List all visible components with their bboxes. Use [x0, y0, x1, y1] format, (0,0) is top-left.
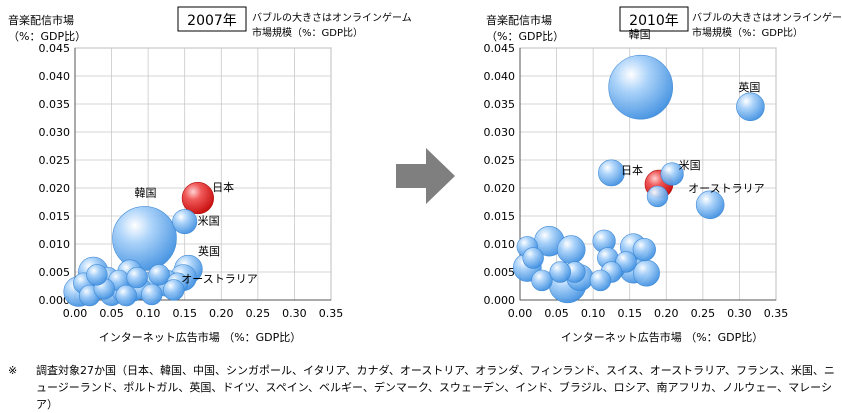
x-tick-label: 0.25	[691, 307, 716, 320]
data-label: 韓国	[629, 28, 651, 41]
x-tick-label: 0.00	[63, 307, 88, 320]
bubble	[550, 262, 571, 283]
bubble	[633, 260, 659, 286]
y-axis-label-line1: 音楽配信市場	[8, 13, 74, 27]
bubble-note-line2: 市場規模（%：GDP比）	[692, 26, 803, 39]
bubble-note-line2: 市場規模（%：GDP比）	[252, 26, 363, 39]
y-tick-label: 0.020	[39, 182, 71, 195]
x-tick-label: 0.15	[172, 307, 197, 320]
y-tick-label: 0.010	[484, 238, 516, 251]
x-tick-label: 0.00	[508, 307, 533, 320]
y-tick-label: 0.005	[39, 266, 71, 279]
y-tick-label: 0.030	[39, 126, 71, 139]
x-tick-label: 0.10	[581, 307, 606, 320]
data-label: 米国	[679, 159, 701, 172]
bubble	[127, 267, 148, 288]
y-tick-label: 0.040	[484, 70, 516, 83]
y-tick-label: 0.045	[484, 42, 516, 55]
bubble-note-line1: バブルの大きさはオンラインゲーム	[692, 11, 842, 24]
data-label: 英国	[198, 244, 220, 258]
y-tick-label: 0.040	[39, 70, 71, 83]
bubble	[149, 264, 170, 285]
plot-frame	[75, 48, 331, 300]
bubble	[173, 209, 197, 233]
bubble	[523, 248, 544, 269]
figure: 音楽配信市場 （%：GDP比） 2007年 バブルの大きさはオンラインゲーム 市…	[0, 0, 842, 401]
bubble	[647, 186, 668, 207]
bubble-note-line1: バブルの大きさはオンラインゲーム	[252, 11, 412, 24]
y-tick-label: 0.025	[484, 154, 516, 167]
y-tick-label: 0.035	[484, 98, 516, 111]
data-label: 日本	[621, 163, 643, 177]
chart-2007: 音楽配信市場 （%：GDP比） 2007年 バブルの大きさはオンラインゲーム 市…	[8, 7, 412, 344]
x-tick-label: 0.30	[282, 307, 307, 320]
bubble	[87, 264, 108, 285]
x-tick-label: 0.30	[727, 307, 752, 320]
x-tick-label: 0.20	[654, 307, 679, 320]
chart-title: 2010年	[629, 13, 679, 29]
y-tick-label: 0.015	[484, 210, 516, 223]
bubble	[609, 55, 673, 119]
x-tick-label: 0.25	[246, 307, 271, 320]
x-axis-label: インターネット広告市場 （%：GDP比）	[99, 330, 302, 344]
data-label: 日本	[212, 180, 234, 194]
y-tick-label: 0.035	[39, 98, 71, 111]
arrow-right-icon	[396, 148, 455, 204]
bubble	[696, 191, 724, 219]
bubble	[532, 270, 553, 291]
x-tick-label: 0.20	[209, 307, 234, 320]
data-label: 米国	[198, 215, 220, 228]
footnote-text: 調査対象27か国（日本、韓国、中国、シンガポール、イタリア、カナダ、オーストリア…	[36, 362, 836, 413]
bubble	[557, 236, 585, 264]
x-tick-label: 0.35	[319, 307, 344, 320]
x-tick-label: 0.15	[617, 307, 642, 320]
x-tick-label: 0.10	[136, 307, 161, 320]
y-axis-label-line1: 音楽配信市場	[486, 13, 552, 27]
data-label: 韓国	[134, 186, 156, 199]
chart-title: 2007年	[187, 13, 237, 29]
y-tick-label: 0.000	[484, 294, 516, 307]
data-label: 英国	[738, 80, 760, 94]
y-tick-label: 0.010	[39, 238, 71, 251]
bubble	[116, 285, 137, 306]
chart-2010: 音楽配信市場 （%：GDP比） 2010年 バブルの大きさはオンラインゲーム 市…	[484, 7, 842, 344]
y-tick-label: 0.045	[39, 42, 71, 55]
bubble-highlight	[182, 182, 214, 214]
bubble	[633, 238, 656, 261]
y-tick-label: 0.015	[39, 210, 71, 223]
x-axis-label: インターネット広告市場 （%：GDP比）	[561, 330, 764, 344]
bubble	[590, 270, 611, 291]
data-label: オーストラリア	[688, 182, 764, 195]
y-tick-label: 0.030	[484, 126, 516, 139]
bubble	[141, 284, 162, 305]
x-tick-label: 0.05	[544, 307, 569, 320]
data-label: オーストラリア	[181, 273, 257, 286]
footnote-mark: ※	[8, 362, 17, 379]
y-tick-label: 0.025	[39, 154, 71, 167]
x-tick-label: 0.05	[99, 307, 124, 320]
bubble	[736, 93, 764, 121]
plot-area: 0.00 0.05 0.10 0.15 0.20 0.25 0.30 0.35 0.000 0.0…	[484, 28, 789, 320]
bubble	[112, 206, 176, 270]
x-tick-label: 0.35	[764, 307, 789, 320]
y-tick-label: 0.005	[484, 266, 516, 279]
y-tick-label: 0.020	[484, 182, 516, 195]
